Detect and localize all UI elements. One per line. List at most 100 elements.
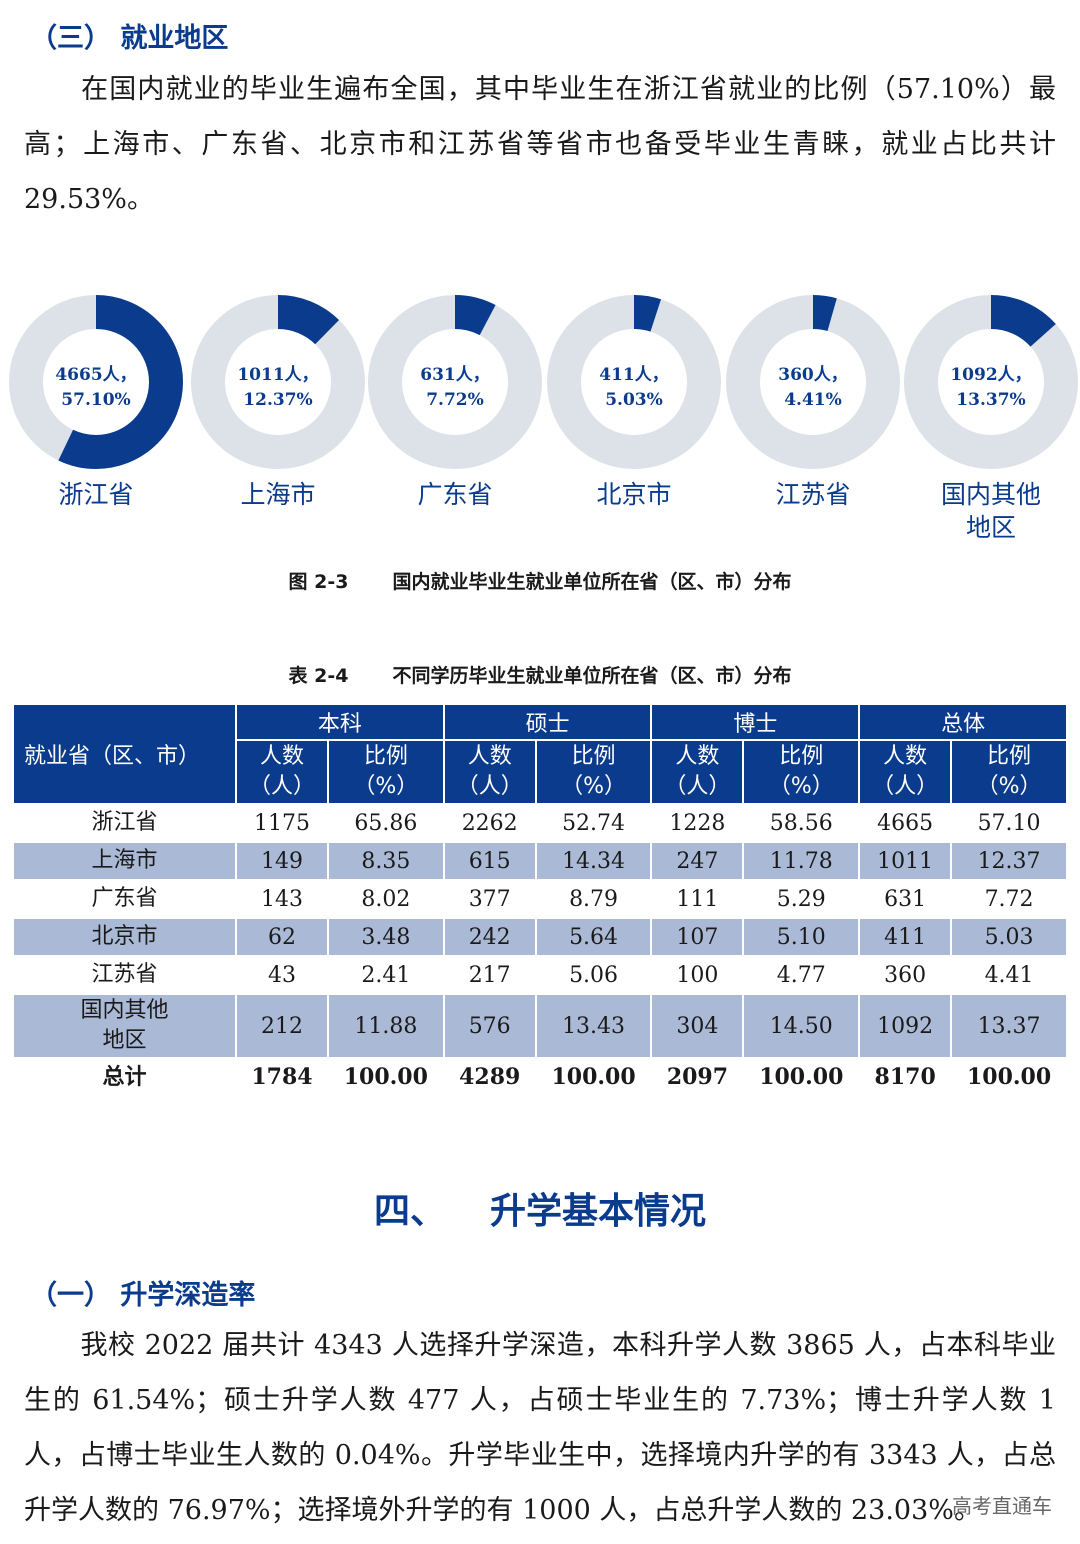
row-name: 总计 (12, 1057, 237, 1097)
cell-count: 107 (650, 917, 745, 957)
donut-slice-北京市 (547, 295, 721, 469)
donut-count-label: 360人， (778, 365, 848, 385)
watermark: 高考直通车 (952, 1494, 1052, 1518)
cell-ratio: 11.88 (326, 993, 445, 1059)
cell-ratio: 100.00 (326, 1057, 445, 1097)
table-row: 广东省 143 8.02 377 8.79 111 5.29 631 7.72 (12, 879, 1068, 919)
cell-count: 1228 (650, 803, 745, 843)
donut-slice-江苏省 (726, 295, 900, 469)
cell-count: 1784 (235, 1057, 329, 1097)
cell-ratio: 52.74 (534, 803, 653, 843)
sub-header-line: 比例 (987, 744, 1032, 769)
donut-slice-上海市 (191, 295, 365, 469)
donut-count-label: 4665人， (55, 365, 136, 385)
sub-header-line: 比例 (779, 744, 824, 769)
donut-category-line: 浙江省 (58, 480, 134, 509)
figure-caption: 图 2-3 国内就业毕业生就业单位所在省（区、市）分布 (0, 567, 1080, 594)
sub-header-line: 人数 (883, 744, 928, 769)
donut-svg: 411人， 5.03% (547, 295, 721, 469)
cell-ratio: 13.37 (950, 993, 1068, 1059)
cell-count: 2262 (442, 803, 537, 843)
donut-2: 1011人， 12.37% 上海市 (188, 294, 368, 511)
table-row: 江苏省 43 2.41 217 5.06 100 4.77 360 4.41 (12, 955, 1068, 995)
sub-header-line: 人数 (259, 744, 304, 769)
table-total-row: 总计 1784 100.00 4289 100.00 2097 100.00 8170 100.… (12, 1057, 1068, 1097)
sub-header-line: （%） (353, 774, 419, 799)
cell-count: 2097 (650, 1057, 745, 1097)
cell-count: 247 (650, 841, 745, 881)
row-name: 上海市 (12, 841, 237, 881)
cell-count: 576 (442, 993, 537, 1059)
donut-5: 360人， 4.41% 江苏省 (723, 294, 903, 511)
figure-number: 图 2-3 (288, 571, 349, 593)
donut-percent-label: 7.72% (426, 390, 484, 410)
cell-count: 360 (858, 955, 953, 995)
donut-percent-label: 5.03% (605, 390, 663, 410)
table-row: 国内其他 地区 212 11.88 576 13.43 304 14.50 1092 13.37 (12, 993, 1068, 1059)
cell-count: 304 (650, 993, 745, 1059)
employment-region-table: 就业省（区、市） 本科 硕士 博士 总体 人数 （人） 比例 （%） 人数 （人） 比例 （%… (12, 703, 1068, 1097)
row-name: 国内其他 地区 (12, 993, 237, 1059)
cell-ratio: 4.77 (742, 955, 861, 995)
donut-category-label: 浙江省 (6, 478, 186, 511)
sub-header-count: 人数 （人） (442, 739, 537, 805)
row-name-line: 地区 (102, 1028, 147, 1053)
donut-percent-label: 57.10% (61, 390, 130, 410)
cell-count: 1092 (858, 993, 953, 1059)
sub-header-line: 人数 (675, 744, 720, 769)
donut-svg: 1011人， 12.37% (191, 295, 365, 469)
sub-header-line: （%） (561, 774, 627, 799)
cell-ratio: 5.10 (742, 917, 861, 957)
cell-count: 217 (442, 955, 537, 995)
cell-ratio: 58.56 (742, 803, 861, 843)
sub-header-line: （人） (664, 774, 731, 799)
cell-count: 8170 (858, 1057, 953, 1097)
donut-category-label: 国内其他 地区 (901, 478, 1080, 544)
table-row: 浙江省 1175 65.86 2262 52.74 1228 58.56 4665 57.10 (12, 803, 1068, 843)
cell-ratio: 100.00 (742, 1057, 861, 1097)
cell-ratio: 12.37 (950, 841, 1068, 881)
sub-header-line: 人数 (467, 744, 512, 769)
sub-header-line: （人） (456, 774, 523, 799)
donut-category-line: 广东省 (417, 480, 493, 509)
further-study-text: 我校 2022 届共计 4343 人选择升学深造，本科升学人数 3865 人，占… (24, 1330, 1056, 1526)
donut-percent-label: 4.41% (784, 390, 842, 410)
sub-header-count: 人数 （人） (650, 739, 745, 805)
sub-header-count: 人数 （人） (235, 739, 329, 805)
cell-count: 1011 (858, 841, 953, 881)
donut-svg: 4665人， 57.10% (9, 295, 183, 469)
cell-ratio: 8.02 (326, 879, 445, 919)
group-header-overall: 总体 (858, 703, 1068, 741)
cell-ratio: 2.41 (326, 955, 445, 995)
donut-svg: 1092人， 13.37% (904, 295, 1078, 469)
cell-ratio: 13.43 (534, 993, 653, 1059)
sub-header-ratio: 比例 （%） (326, 739, 445, 805)
donut-category-line: 江苏省 (775, 480, 851, 509)
section-title-further-study: （一） 升学深造率 (30, 1280, 256, 1311)
cell-ratio: 14.50 (742, 993, 861, 1059)
table-caption: 表 2-4 不同学历毕业生就业单位所在省（区、市）分布 (0, 661, 1080, 688)
cell-count: 212 (235, 993, 329, 1059)
donut-count-label: 631人， (420, 365, 490, 385)
employment-region-text: 在国内就业的毕业生遍布全国，其中毕业生在浙江省就业的比例（57.10%）最高；上… (24, 74, 1056, 215)
cell-ratio: 3.48 (326, 917, 445, 957)
cell-ratio: 4.41 (950, 955, 1068, 995)
table-caption-text: 不同学历毕业生就业单位所在省（区、市）分布 (392, 665, 792, 687)
sub-header-line: 比例 (363, 744, 408, 769)
donut-category-line: 北京市 (596, 480, 672, 509)
sub-header-ratio: 比例 （%） (950, 739, 1068, 805)
donut-slice-浙江省 (9, 295, 183, 469)
section-title-employment-region: （三） 就业地区 (30, 23, 229, 54)
chapter-number: 四、 (373, 1191, 446, 1232)
cell-ratio: 5.03 (950, 917, 1068, 957)
donut-category-label: 上海市 (188, 478, 368, 511)
row-name: 北京市 (12, 917, 237, 957)
chapter-title-text: 升学基本情况 (490, 1191, 707, 1232)
cell-count: 411 (858, 917, 953, 957)
cell-ratio: 14.34 (534, 841, 653, 881)
cell-ratio: 8.79 (534, 879, 653, 919)
sub-header-ratio: 比例 （%） (534, 739, 653, 805)
donut-count-label: 1092人， (950, 365, 1031, 385)
donut-category-label: 广东省 (365, 478, 545, 511)
cell-count: 100 (650, 955, 745, 995)
